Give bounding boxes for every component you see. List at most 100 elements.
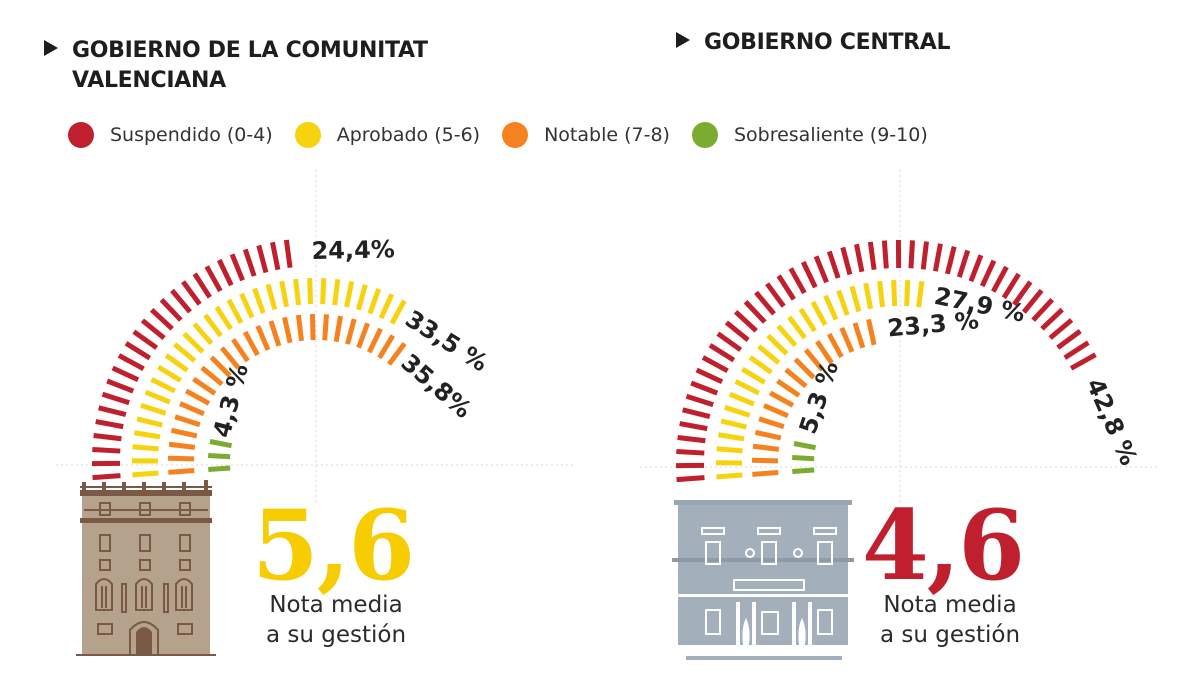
bar-segment (377, 334, 396, 360)
bar-segment (803, 348, 825, 372)
bar-segment (854, 243, 865, 273)
bar-segment (208, 452, 231, 460)
bar-segment (685, 393, 714, 408)
bar-segment (708, 343, 736, 363)
bar-segment (101, 391, 130, 406)
bar-segment (174, 414, 201, 428)
legend-dot-icon (691, 122, 718, 148)
caption-line2: a su gestión (265, 622, 407, 648)
bar-segment (743, 300, 767, 324)
bar-segment (157, 364, 182, 383)
bar-segment (378, 293, 395, 320)
bar-segment (184, 388, 211, 406)
series-aprobado (131, 278, 407, 478)
la-moncloa-illustration (672, 500, 856, 660)
series-notable (167, 313, 407, 475)
bar-segment (150, 377, 176, 394)
legend-label: Aprobado (5-6) (336, 124, 481, 146)
bar-segment (106, 378, 135, 394)
bar-segment (813, 255, 829, 284)
bar-segment (170, 288, 192, 314)
bar-segment (720, 418, 747, 430)
bar-segment (815, 339, 834, 365)
bar-segment (904, 280, 911, 307)
bar-segment (826, 332, 844, 359)
bar-segment (1021, 288, 1044, 314)
bar-segment (979, 259, 997, 288)
bar-segment (209, 355, 232, 378)
bar-segment (776, 324, 798, 348)
bar-segment (1048, 318, 1074, 340)
bar-segment (124, 341, 152, 361)
average-score-comunitat: 5,6 (252, 498, 415, 594)
bar-segment (836, 289, 850, 316)
bar-segment (676, 448, 705, 456)
bar-segment (140, 403, 167, 416)
bar-segment (389, 299, 407, 325)
bar-segment (242, 248, 257, 277)
legend-dot-icon (502, 122, 529, 148)
legend-item-aprobado: Aprobado (5-6) (294, 122, 481, 148)
bar-segment (840, 246, 853, 276)
bar-segment (877, 280, 886, 308)
bar-segment (734, 379, 760, 396)
bar-segment (181, 280, 202, 306)
bar-segment (679, 421, 708, 432)
bar-segment (695, 367, 724, 385)
caption-line2: a su gestión (879, 622, 1021, 648)
bar-segment (766, 333, 789, 356)
bar-segment (1056, 329, 1082, 350)
bar-segment (717, 432, 745, 442)
series-suspendido (675, 239, 1097, 483)
bar-segment (788, 267, 807, 295)
bar-segment (810, 300, 828, 327)
series-sobresaliente (792, 441, 817, 475)
bar-segment (283, 239, 293, 269)
bar-segment (1031, 297, 1055, 322)
bar-segment (944, 246, 957, 275)
bar-segment (1001, 272, 1021, 300)
header-line1: GOBIERNO DE LA COMUNITAT (72, 38, 428, 63)
legend-label: Suspendido (0-4) (110, 124, 273, 146)
legend-label: Notable (7-8) (544, 124, 670, 146)
bar-segment (849, 285, 862, 313)
bar-segment (209, 439, 233, 449)
legend-label: Sobresaliente (9-10) (733, 124, 928, 146)
bar-segment (724, 405, 751, 418)
bar-segment (226, 298, 244, 325)
header-comunitat-valenciana: GOBIERNO DE LA COMUNITAT VALENCIANA (44, 36, 504, 96)
legend-dot-icon (68, 122, 94, 148)
bar-segment (1012, 280, 1033, 307)
bar-segment (1063, 340, 1090, 360)
bar-segment (758, 416, 785, 430)
bar-segment (168, 441, 196, 450)
bar-segment (192, 376, 217, 396)
bar-segment (932, 243, 943, 272)
triangle-bullet-icon (676, 32, 690, 48)
bar-segment (219, 346, 241, 370)
legend-dot-icon (294, 122, 321, 148)
average-score-central: 4,6 (862, 498, 1025, 594)
bar-segment (366, 327, 383, 354)
bar-segment (787, 315, 807, 340)
bar-segment (716, 472, 743, 480)
bar-segment (136, 416, 163, 428)
bar-segment (792, 467, 815, 475)
bar-segment (863, 282, 874, 310)
bar-segment (164, 353, 189, 373)
bar-segment (132, 329, 159, 350)
bar-segment (204, 265, 223, 293)
caption-line1: Nota media (269, 592, 403, 618)
series-sobresaliente (208, 439, 233, 473)
bar-segment (765, 282, 786, 308)
bar-segment (255, 324, 271, 351)
header-line2: VALENCIANA (72, 68, 226, 93)
bar-segment (866, 318, 877, 346)
bar-segment (826, 250, 841, 279)
bar-segment (757, 344, 781, 365)
bar-segment (309, 313, 316, 341)
triangle-bullet-icon (44, 40, 58, 56)
bar-segment (216, 258, 234, 287)
average-caption-central: Nota media a su gestión (858, 590, 1042, 650)
